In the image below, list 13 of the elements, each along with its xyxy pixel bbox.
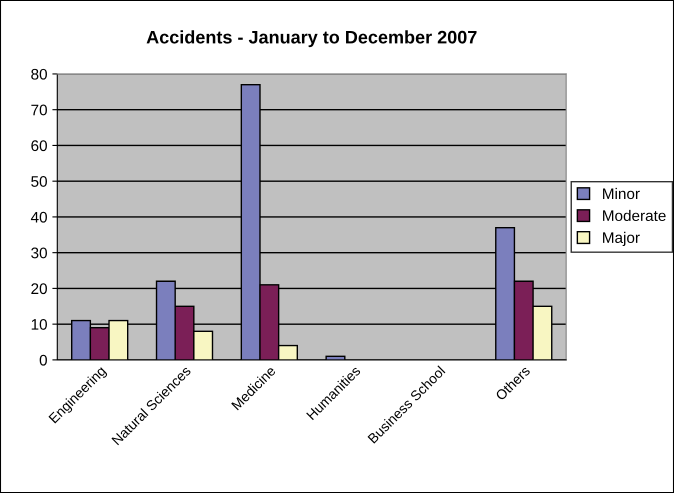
y-tick-label: 30 <box>31 248 47 258</box>
chart-title: Accidents - January to December 2007 <box>146 30 477 48</box>
y-tick-label: 70 <box>31 104 47 116</box>
y-tick-label: 0 <box>40 354 47 366</box>
y-tick-label: 10 <box>32 319 47 330</box>
legend-label: Major <box>603 232 640 246</box>
legend-label: Moderate <box>603 210 666 222</box>
y-tick-label: 40 <box>30 212 47 223</box>
y-tick-label: 20 <box>31 283 47 294</box>
y-tick-label: 80 <box>31 68 47 80</box>
legend-label: Minor <box>603 188 640 200</box>
y-tick-label: 50 <box>31 176 47 187</box>
y-tick-label: 60 <box>31 140 47 152</box>
